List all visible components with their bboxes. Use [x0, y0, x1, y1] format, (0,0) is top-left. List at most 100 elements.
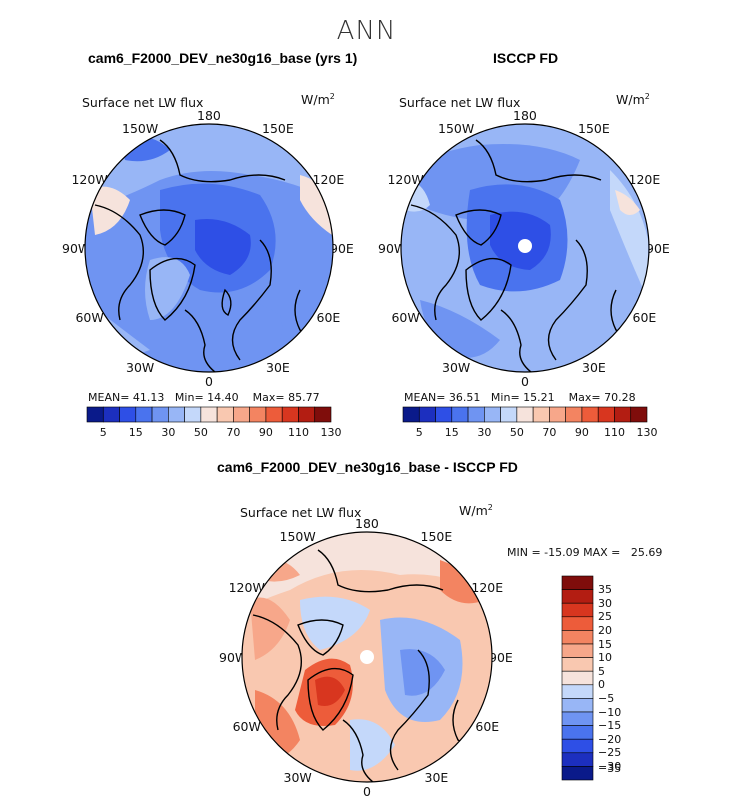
- panel-2-lon-label: 60E: [632, 309, 657, 325]
- panel-3-colorbar-swatch: [561, 575, 594, 590]
- panel-1-colorbar-tick-label: 70: [226, 426, 241, 439]
- panel-1-colorbar-swatch: [298, 406, 316, 423]
- panel-3-colorbar-swatch: [561, 766, 594, 781]
- panel-3-title: cam6_F2000_DEV_ne30g16_base - ISCCP FD: [217, 459, 518, 475]
- panel-3-colorbar-tick-label: −5: [598, 691, 615, 705]
- panel-3-colorbar-swatch: [561, 630, 594, 645]
- panel-3-lon-label: 60W: [232, 719, 261, 734]
- panel-2-lon-label: 120W: [387, 171, 424, 187]
- panel-2-colorbar-swatch: [549, 406, 566, 423]
- panel-2-lon-label: 0: [521, 373, 529, 389]
- panel-2-colorbar-tick-label: 5: [415, 426, 423, 439]
- panel-1-colorbar-swatch: [200, 406, 218, 423]
- panel-2-colorbar-tick-label: 110: [603, 426, 625, 439]
- panel-2-lon-label: 180: [513, 107, 537, 123]
- panel-1-lon-label: 90E: [330, 240, 354, 256]
- panel-2-lon-label: 150E: [578, 120, 610, 136]
- panel-1-colorbar-swatch: [216, 406, 234, 423]
- panel-3-lon-label: 120W: [228, 580, 265, 595]
- panel-1-map: [84, 123, 334, 373]
- panel-2-lon-label: 120E: [628, 171, 661, 187]
- panel-1-stats: MEAN= 41.13 Min= 14.40 Max= 85.77: [88, 391, 320, 404]
- panel-1-lon-label: 180: [197, 107, 221, 123]
- panel-3-colorbar-swatch: [561, 738, 594, 754]
- panel-2-colorbar-swatch: [630, 406, 648, 423]
- panel-3-colorbar-tick-label: −15: [598, 719, 622, 733]
- panel-2-units: W/m2: [616, 92, 650, 108]
- panel-1-colorbar-swatch: [102, 406, 120, 423]
- panel-1-colorbar-swatch: [314, 406, 332, 423]
- colorbar-panel-3: [561, 575, 594, 781]
- panel-1-colorbar-swatch: [249, 406, 267, 423]
- panel-2-map: [400, 123, 650, 373]
- panel-3-colorbar-tick-label: 10: [598, 651, 612, 665]
- panel-1-lon-label: 0: [205, 373, 213, 389]
- panel-3-colorbar-swatch: [561, 643, 594, 658]
- panel-2-lon-label: 30E: [582, 360, 606, 375]
- panel-2-colorbar-swatch: [532, 406, 550, 423]
- panel-3-colorbar-swatch: [561, 616, 594, 631]
- panel-1-colorbar-tick-label: 5: [99, 426, 107, 439]
- panel-3-colorbar-swatch: [561, 711, 594, 726]
- colorbar-panel-2: [402, 406, 648, 423]
- panel-2-title: ISCCP FD: [493, 50, 559, 66]
- panel-3-lon-label: 90E: [489, 649, 513, 665]
- panel-3-colorbar-swatch: [561, 725, 594, 740]
- panel-2-colorbar-swatch: [614, 406, 632, 423]
- panel-1-colorbar-tick-label: 110: [287, 426, 309, 439]
- panel-3-colorbar-tick-label: −20: [598, 732, 622, 746]
- panel-2-colorbar-tick-label: 50: [509, 426, 524, 439]
- panel-1-colorbar-swatch: [265, 406, 283, 423]
- panel-1-colorbar-swatch: [281, 406, 299, 423]
- panel-3-colorbar-tick-label: 35: [598, 583, 612, 597]
- panel-2-colorbar-tick-label: 130: [636, 426, 658, 439]
- panel-3-lon-label: 30W: [283, 769, 312, 785]
- panel-1-lon-label: 120W: [71, 171, 108, 187]
- panel-1-colorbar-swatch: [233, 406, 250, 423]
- panel-2-colorbar-swatch: [435, 406, 453, 423]
- panel-3-lon-label: 30E: [424, 769, 449, 785]
- panel-3-colorbar-tick-label: −30: [598, 759, 622, 773]
- panel-1-colorbar-swatch: [86, 406, 104, 423]
- panel-2-lon-label: 90W: [378, 240, 407, 256]
- panel-3-colorbar-swatch: [561, 752, 594, 767]
- panel-1-colorbar-swatch: [151, 406, 169, 423]
- panel-2-lon-label: 60W: [391, 309, 420, 325]
- panel-2-lon-label: 30W: [442, 360, 471, 375]
- panel-2-colorbar-swatch: [418, 406, 436, 423]
- panel-3-colorbar-tick-label: −35: [598, 762, 622, 775]
- panel-1-colorbar-swatch: [168, 406, 185, 423]
- panel-1-colorbar-tick-label: 30: [161, 426, 176, 439]
- panel-3-lon-label: 180: [355, 515, 379, 531]
- panel-3-map: [241, 531, 493, 783]
- panel-3-colorbar-swatch: [561, 589, 594, 604]
- panel-2-colorbar-swatch: [516, 406, 534, 423]
- panel-1-lon-label: 150W: [122, 120, 159, 136]
- panel-1-colorbar-tick-label: 90: [258, 426, 273, 439]
- panel-3-colorbar-tick-label: 0: [598, 678, 605, 692]
- panel-3-colorbar-tick-label: 30: [598, 596, 612, 610]
- panel-3-lon-label: 120E: [471, 580, 504, 595]
- panel-3-colorbar-swatch: [561, 698, 594, 713]
- panel-2-colorbar-tick-label: 30: [477, 426, 492, 439]
- panel-2-colorbar-tick-label: 90: [574, 426, 589, 439]
- panel-2-lon-label: 150W: [438, 120, 475, 136]
- panel-2-colorbar-swatch: [500, 406, 518, 423]
- panel-3-colorbar-tick-label: 25: [598, 610, 612, 624]
- panel-3-variable-label: Surface net LW flux: [240, 505, 362, 520]
- panel-3-lon-label: 150W: [279, 529, 316, 545]
- panel-3-units: W/m2: [459, 503, 493, 519]
- panel-1-colorbar-swatch: [119, 406, 137, 423]
- panel-3-colorbar-swatch: [561, 602, 594, 618]
- panel-2-colorbar-swatch: [581, 406, 599, 423]
- panel-1-colorbar-tick-label: 50: [193, 426, 208, 439]
- panel-3-colorbar-tick-label: 20: [598, 623, 612, 637]
- panel-1-colorbar-swatch: [135, 406, 153, 423]
- panel-1-colorbar-tick-label: 15: [128, 426, 143, 439]
- panel-2-colorbar-tick-label: 70: [542, 426, 557, 439]
- panel-3-lon-label: 0: [363, 783, 371, 799]
- panel-3-lon-label: 90W: [219, 649, 248, 665]
- panel-1-colorbar-swatch: [184, 406, 202, 423]
- panel-1-lon-label: 60W: [75, 309, 104, 325]
- panel-2-colorbar-swatch: [402, 406, 420, 423]
